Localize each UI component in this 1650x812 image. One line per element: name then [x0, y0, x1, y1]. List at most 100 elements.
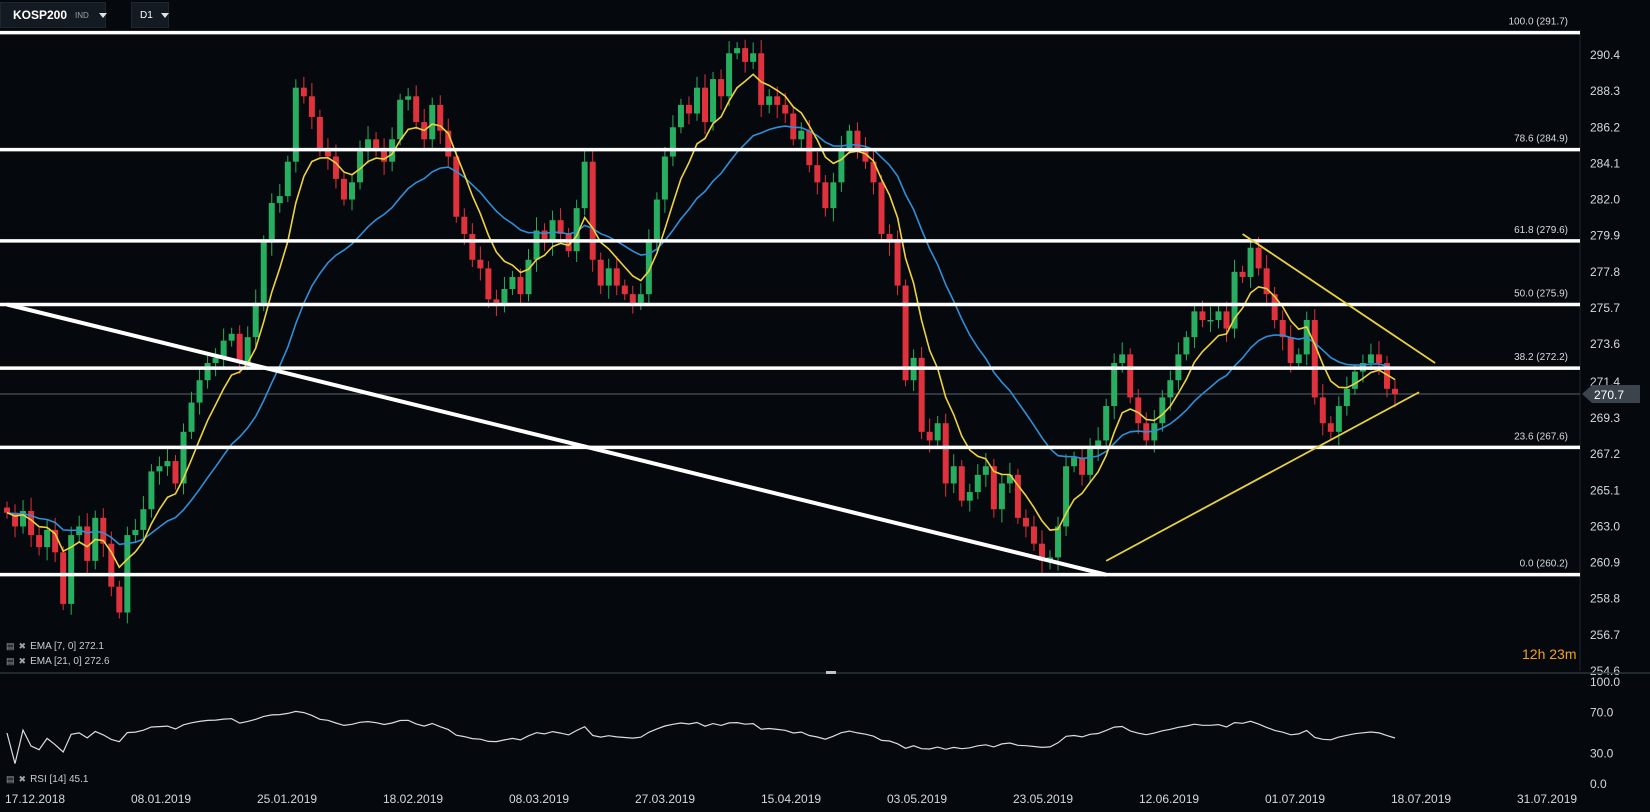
candle-body: [693, 87, 700, 114]
candle-body: [557, 220, 564, 234]
candle-body: [1119, 354, 1126, 363]
price-tick-label: 290.4: [1590, 48, 1620, 62]
price-tick-label: 275.7: [1590, 301, 1620, 315]
symbol-type: IND: [75, 10, 89, 20]
candle-body: [188, 402, 195, 432]
candles: [4, 39, 1398, 624]
candle-body: [1215, 311, 1222, 320]
candle-body: [413, 96, 420, 123]
candle-body: [116, 586, 123, 613]
close-icon[interactable]: ✖: [18, 656, 27, 666]
candle-body: [1383, 363, 1390, 389]
candle-body: [132, 529, 139, 536]
candle-body: [846, 130, 853, 148]
candle-body: [509, 276, 516, 290]
fib-level-label: 38.2 (272.2): [1514, 352, 1568, 363]
candle-body: [758, 53, 765, 105]
candle-body: [1063, 466, 1070, 527]
ema-slow-line: [6, 125, 1396, 546]
countdown-minutes: 23: [1549, 646, 1565, 662]
candle-body: [1287, 337, 1294, 363]
candle-body: [894, 242, 901, 286]
candle-body: [405, 96, 412, 100]
candle-body: [140, 509, 147, 530]
candle-body: [990, 466, 997, 510]
candle-body: [918, 357, 925, 432]
current-price-label: 270.7: [1594, 388, 1624, 402]
candle-body: [324, 147, 331, 157]
candle-body: [1207, 319, 1214, 322]
candle-body: [445, 130, 452, 157]
fib-level-label: 61.8 (279.6): [1514, 225, 1568, 236]
candle-body: [381, 147, 388, 162]
candle-body: [148, 471, 155, 510]
candle-body: [541, 230, 548, 243]
candle-body: [517, 276, 524, 295]
settings-icon[interactable]: ▤: [6, 641, 15, 651]
candle-body: [156, 466, 163, 472]
date-tick-label: 03.05.2019: [887, 792, 947, 806]
candle-body: [998, 483, 1005, 510]
candle-body: [958, 466, 965, 501]
candle-body: [1319, 397, 1326, 424]
candle-body: [1311, 319, 1318, 398]
candle-body: [1159, 397, 1166, 424]
candle-body: [1111, 363, 1118, 407]
candle-body: [348, 182, 355, 200]
price-tick-label: 273.6: [1590, 337, 1620, 351]
candle-body: [469, 233, 476, 260]
candle-body: [1375, 354, 1382, 363]
candle-body: [1038, 543, 1045, 561]
settings-icon[interactable]: ▤: [6, 656, 15, 666]
fib-level-label: 50.0 (275.9): [1514, 288, 1568, 299]
close-icon[interactable]: ✖: [18, 641, 27, 651]
date-tick-label: 18.02.2019: [383, 792, 443, 806]
candle-body: [1231, 271, 1238, 329]
candle-body: [477, 259, 484, 269]
fib-level-label: 78.6 (284.9): [1514, 134, 1568, 145]
legend-rsi[interactable]: ▤ ✖ RSI [14] 45.1: [6, 774, 88, 785]
candle-body: [12, 512, 19, 527]
legend-ema-fast[interactable]: ▤ ✖ EMA [7, 0] 272.1: [6, 641, 104, 652]
candle-body: [28, 510, 35, 536]
candle-body: [1022, 517, 1029, 527]
candle-body: [485, 268, 492, 300]
candle-body: [597, 259, 604, 286]
candle-body: [1223, 311, 1230, 329]
rsi-tick-label: 100.0: [1590, 675, 1620, 689]
candle-body: [870, 161, 877, 183]
candle-body: [1014, 474, 1021, 518]
close-icon[interactable]: ✖: [18, 774, 27, 784]
candle-body: [429, 104, 436, 140]
settings-icon[interactable]: ▤: [6, 774, 15, 784]
candle-body: [750, 53, 757, 62]
candle-body: [340, 178, 347, 200]
candle-body: [84, 526, 91, 561]
candle-body: [549, 220, 556, 243]
candle-body: [573, 208, 580, 252]
legend-ema-slow-label: EMA [21, 0] 272.6: [30, 656, 110, 667]
candle-body: [44, 529, 51, 548]
legend-ema-slow[interactable]: ▤ ✖ EMA [21, 0] 272.6: [6, 656, 110, 667]
chevron-down-icon: [98, 12, 107, 18]
timeframe-selector[interactable]: D1: [131, 2, 169, 28]
candle-body: [292, 87, 299, 162]
fib-level-label: 100.0 (291.7): [1509, 17, 1569, 28]
trendline: [1105, 391, 1420, 562]
candle-body: [332, 156, 339, 179]
candle-body: [1199, 311, 1206, 320]
candle-body: [1071, 457, 1078, 467]
candle-body: [1351, 371, 1358, 389]
candle-body: [830, 182, 837, 209]
date-tick-label: 15.04.2019: [761, 792, 821, 806]
candle-body: [790, 113, 797, 140]
candle-body: [1030, 526, 1037, 544]
candle-body: [260, 242, 267, 303]
symbol-selector[interactable]: KOSP200 IND: [0, 2, 107, 28]
candle-body: [1255, 247, 1262, 269]
price-tick-label: 269.3: [1590, 411, 1620, 425]
candle-body: [798, 130, 805, 140]
candle-body: [172, 461, 179, 484]
